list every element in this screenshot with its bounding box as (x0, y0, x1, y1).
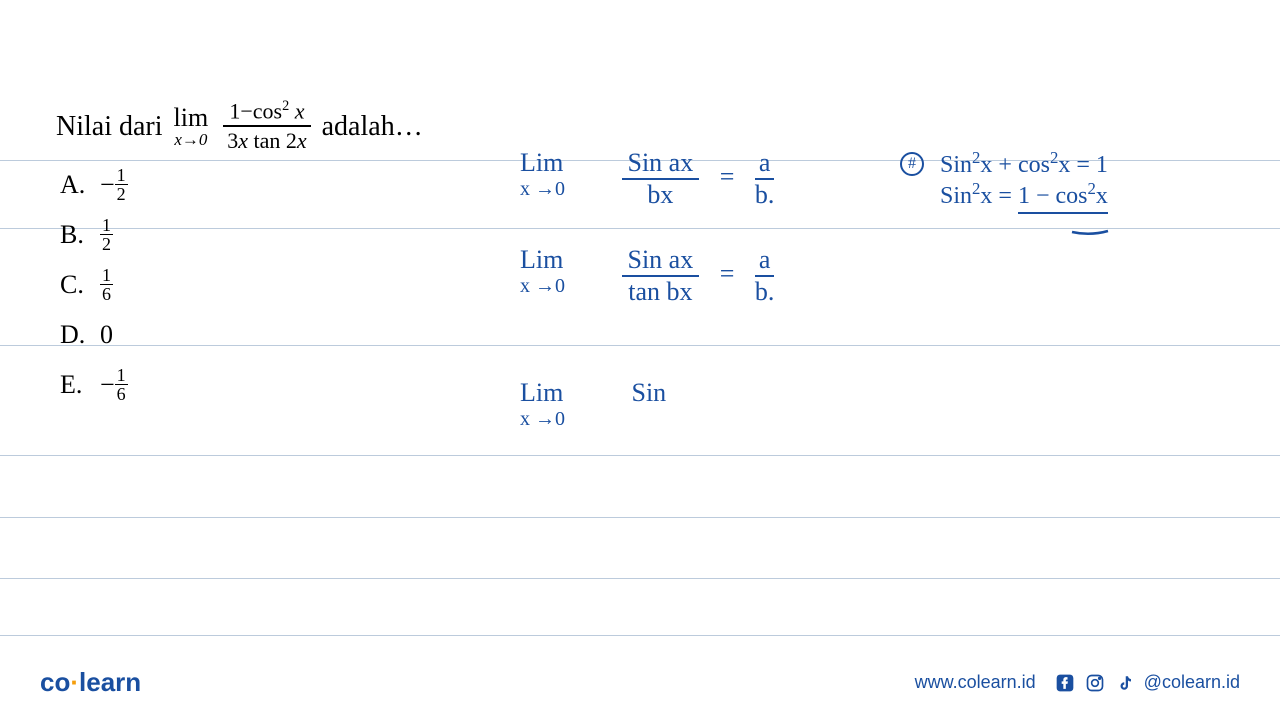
facebook-icon (1054, 672, 1076, 694)
social-icons: @colearn.id (1054, 672, 1240, 694)
underline-mark-icon (1070, 228, 1110, 238)
instagram-icon (1084, 672, 1106, 694)
option-e: E. − 16 (60, 360, 128, 410)
hash-marker: # (900, 152, 924, 176)
tiktok-icon (1114, 672, 1136, 694)
footer-handle: @colearn.id (1144, 672, 1240, 693)
option-b: B. 12 (60, 210, 128, 260)
identity-line-1: Sin2x + cos2x = 1 (940, 148, 1110, 179)
limit-notation: lim x→0 (174, 105, 209, 148)
question-fraction: 1−cos2 x 3x tan 2x (223, 98, 310, 155)
footer-url: www.colearn.id (915, 672, 1036, 693)
question-suffix: adalah… (322, 111, 423, 143)
logo: co·learn (40, 667, 141, 698)
option-a: A. − 12 (60, 160, 128, 210)
question-text: Nilai dari lim x→0 1−cos2 x 3x tan 2x ad… (56, 98, 423, 155)
answer-options: A. − 12 B. 12 C. 16 D. 0 E. − 16 (60, 160, 128, 410)
handwriting-formula-2: Lim x →0 Sin ax tan bx = a b. (520, 245, 774, 307)
footer: co·learn www.colearn.id @colearn.id (0, 667, 1280, 698)
option-c: C. 16 (60, 260, 128, 310)
identity-line-2: Sin2x = 1 − cos2x (940, 179, 1110, 214)
handwriting-identity: # Sin2x + cos2x = 1 Sin2x = 1 − cos2x (900, 148, 1110, 245)
handwriting-formula-1: Lim x →0 Sin ax bx = a b. (520, 148, 774, 210)
handwriting-formula-3: Lim x →0 Sin (520, 378, 666, 431)
question-prefix: Nilai dari (56, 111, 163, 143)
option-d: D. 0 (60, 310, 128, 360)
